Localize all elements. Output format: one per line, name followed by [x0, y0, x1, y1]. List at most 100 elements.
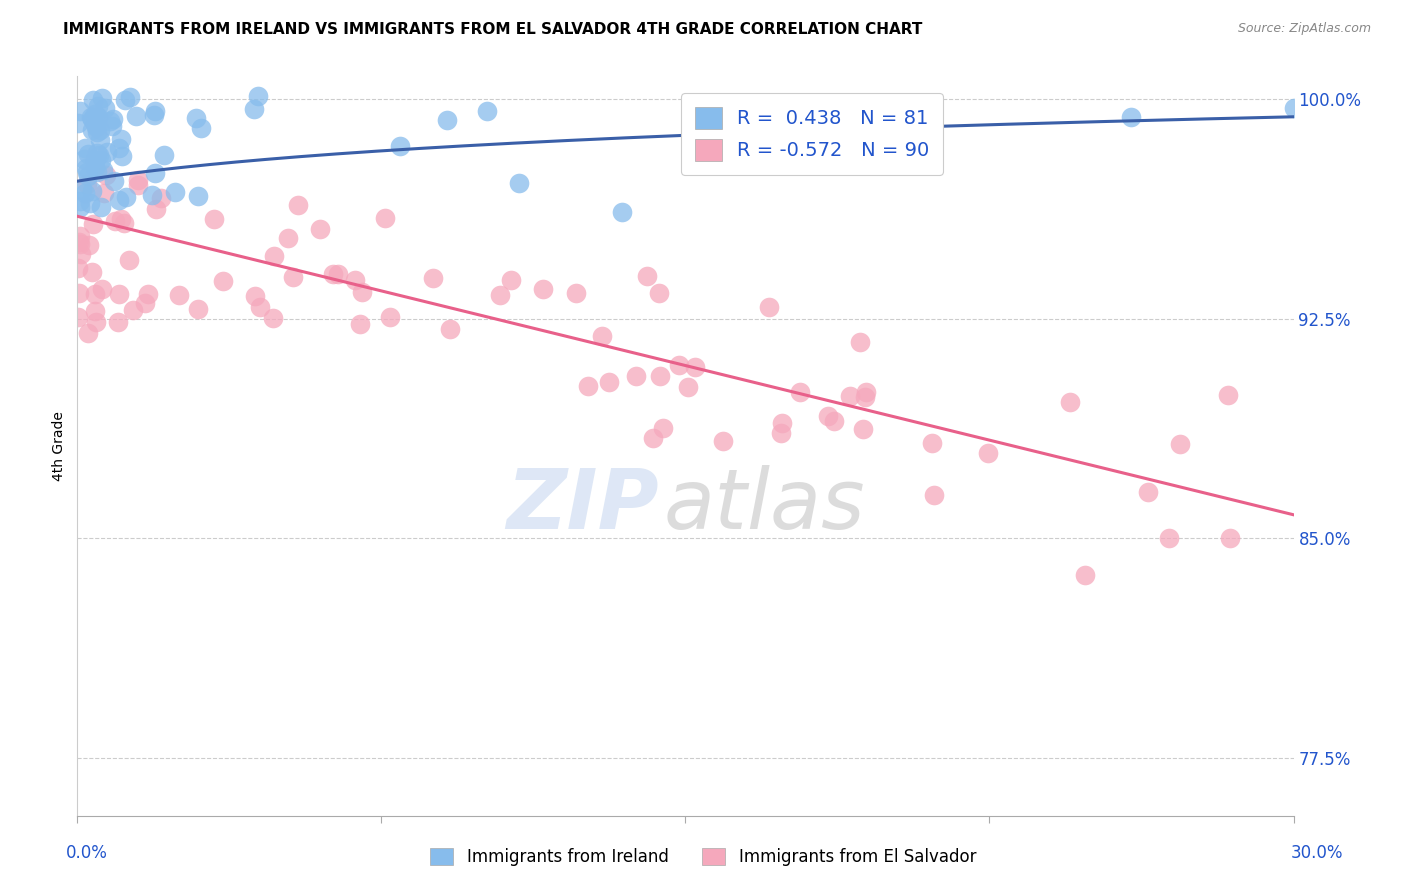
Point — [127, 178, 149, 193]
Point — [508, 176, 530, 190]
Point — [103, 174, 125, 188]
Point — [309, 221, 332, 235]
Point — [108, 287, 131, 301]
Point — [1168, 437, 1191, 451]
Point — [501, 273, 523, 287]
Point — [650, 369, 672, 384]
Point — [641, 431, 664, 445]
Point — [262, 310, 284, 325]
Point — [145, 202, 167, 216]
Point — [87, 110, 110, 124]
Text: 0.0%: 0.0% — [66, 844, 108, 862]
Point — [636, 268, 658, 283]
Point — [136, 286, 159, 301]
Point — [82, 123, 104, 137]
Point — [349, 317, 371, 331]
Point — [202, 211, 225, 226]
Point — [69, 229, 91, 244]
Point — [1159, 532, 1181, 546]
Point — [668, 359, 690, 373]
Point — [120, 90, 142, 104]
Text: 30.0%: 30.0% — [1291, 844, 1343, 862]
Point — [565, 285, 588, 300]
Point — [84, 117, 107, 131]
Point — [87, 99, 110, 113]
Point — [1216, 388, 1239, 402]
Text: ZIP: ZIP — [506, 465, 658, 546]
Point — [823, 414, 845, 428]
Point — [96, 145, 118, 159]
Text: Source: ZipAtlas.com: Source: ZipAtlas.com — [1237, 22, 1371, 36]
Point — [67, 116, 90, 130]
Point — [711, 434, 734, 448]
Point — [921, 435, 943, 450]
Point — [83, 304, 105, 318]
Point — [281, 269, 304, 284]
Point — [84, 315, 107, 329]
Point — [855, 385, 877, 400]
Point — [977, 446, 1000, 460]
Point — [683, 360, 706, 375]
Point — [98, 113, 121, 128]
Point — [66, 310, 89, 325]
Point — [277, 230, 299, 244]
Legend: R =  0.438   N = 81, R = -0.572   N = 90: R = 0.438 N = 81, R = -0.572 N = 90 — [681, 93, 943, 175]
Point — [184, 112, 207, 126]
Point — [91, 163, 114, 178]
Text: atlas: atlas — [664, 465, 865, 546]
Point — [322, 267, 344, 281]
Point — [96, 168, 118, 182]
Point — [77, 146, 100, 161]
Point — [83, 153, 105, 167]
Point — [187, 188, 209, 202]
Point — [93, 186, 115, 200]
Point — [114, 93, 136, 107]
Point — [190, 121, 212, 136]
Point — [134, 295, 156, 310]
Point — [326, 267, 349, 281]
Point — [125, 109, 148, 123]
Point — [436, 113, 458, 128]
Point — [75, 161, 97, 176]
Point — [849, 334, 872, 349]
Point — [91, 91, 114, 105]
Point — [489, 288, 512, 302]
Point — [89, 133, 111, 147]
Point — [76, 165, 98, 179]
Point — [70, 181, 93, 195]
Point — [111, 149, 134, 163]
Point — [652, 421, 675, 435]
Point — [598, 375, 620, 389]
Point — [1059, 394, 1081, 409]
Point — [112, 216, 135, 230]
Point — [108, 141, 131, 155]
Point — [477, 103, 499, 118]
Point — [82, 112, 104, 126]
Point — [758, 300, 780, 314]
Point — [118, 252, 141, 267]
Point — [626, 369, 648, 384]
Point — [153, 147, 176, 161]
Point — [1282, 101, 1305, 115]
Point — [245, 288, 267, 302]
Point — [591, 329, 613, 343]
Point — [344, 273, 367, 287]
Point — [69, 247, 91, 261]
Point — [150, 191, 173, 205]
Point — [1121, 110, 1143, 124]
Point — [422, 271, 444, 285]
Point — [388, 138, 411, 153]
Point — [69, 194, 91, 209]
Point — [676, 379, 699, 393]
Point — [107, 193, 129, 207]
Point — [107, 315, 129, 329]
Point — [852, 422, 875, 436]
Point — [86, 165, 108, 179]
Point — [94, 101, 117, 115]
Point — [67, 235, 90, 249]
Point — [110, 132, 132, 146]
Point — [66, 261, 89, 276]
Point — [79, 238, 101, 252]
Point — [287, 198, 309, 212]
Point — [76, 178, 98, 192]
